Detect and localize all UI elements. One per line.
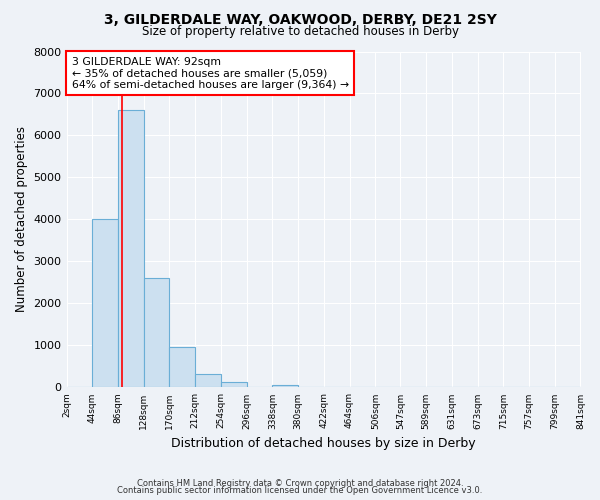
X-axis label: Distribution of detached houses by size in Derby: Distribution of detached houses by size … [171,437,476,450]
Text: 3 GILDERDALE WAY: 92sqm
← 35% of detached houses are smaller (5,059)
64% of semi: 3 GILDERDALE WAY: 92sqm ← 35% of detache… [71,56,349,90]
Text: Contains HM Land Registry data © Crown copyright and database right 2024.: Contains HM Land Registry data © Crown c… [137,478,463,488]
Y-axis label: Number of detached properties: Number of detached properties [15,126,28,312]
Bar [272,386,298,388]
Bar [118,110,144,388]
Bar [169,347,195,388]
Text: Size of property relative to detached houses in Derby: Size of property relative to detached ho… [142,25,458,38]
Bar [195,374,221,388]
Bar [144,278,169,388]
Text: Contains public sector information licensed under the Open Government Licence v3: Contains public sector information licen… [118,486,482,495]
Bar [221,382,247,388]
Bar [92,220,118,388]
Text: 3, GILDERDALE WAY, OAKWOOD, DERBY, DE21 2SY: 3, GILDERDALE WAY, OAKWOOD, DERBY, DE21 … [104,12,496,26]
